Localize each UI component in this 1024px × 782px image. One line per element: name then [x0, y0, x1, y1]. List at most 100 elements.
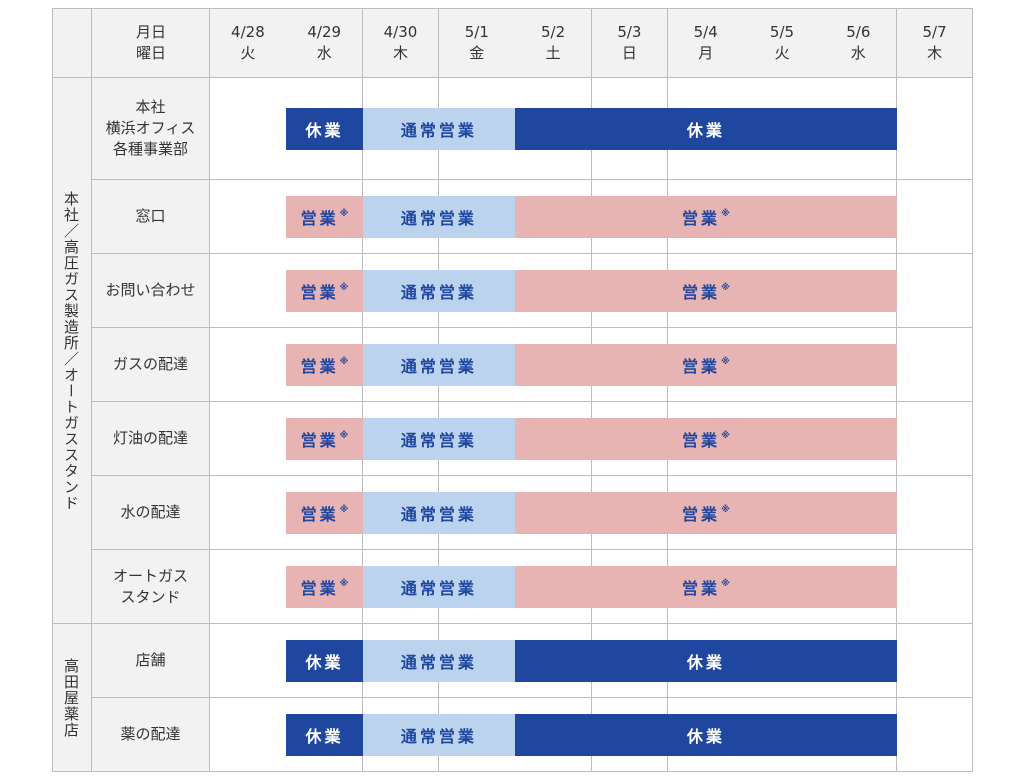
- date-label: 5/1: [464, 22, 489, 41]
- weekday-label: 火: [240, 43, 256, 62]
- status-note-mark: ※: [339, 431, 349, 441]
- status-note-mark: ※: [721, 579, 730, 589]
- row-label: 本社 横浜オフィス 各種事業部: [92, 78, 210, 180]
- date-label: 5/3: [617, 22, 642, 41]
- status-bar-normal: 通常営業: [362, 270, 516, 312]
- status-text: 通常営業: [400, 283, 477, 302]
- status-bar-normal: 通常営業: [362, 714, 516, 756]
- status-bar-open: 営業 ※: [515, 344, 897, 386]
- status-bar-normal: 通常営業: [362, 196, 516, 238]
- status-text: 営業: [300, 431, 339, 450]
- status-text: 通常営業: [400, 121, 477, 140]
- weekday-label: 水: [316, 43, 332, 62]
- status-note-mark: ※: [339, 357, 349, 367]
- row-label: オートガス スタンド: [92, 550, 210, 624]
- weekday-label: 土: [545, 43, 561, 62]
- group-label-1: 高田屋薬店: [52, 624, 92, 772]
- status-text: 通常営業: [400, 209, 477, 228]
- day-cell: [210, 698, 287, 772]
- day-cell: [210, 476, 287, 550]
- status-text: 営業: [300, 505, 339, 524]
- status-text: 休業: [305, 121, 344, 140]
- status-note-mark: ※: [339, 505, 349, 515]
- status-text: 営業: [682, 357, 721, 376]
- row-label: 水の配達: [92, 476, 210, 550]
- status-note-mark: ※: [721, 209, 730, 219]
- row-label: お問い合わせ: [92, 254, 210, 328]
- weekday-label: 火: [774, 43, 790, 62]
- weekday-label: 木: [392, 43, 408, 62]
- header-date-5-2: 5/2 土: [515, 8, 592, 78]
- date-label: 4/29: [307, 22, 342, 41]
- status-text: 通常営業: [400, 727, 477, 746]
- status-bar-open: 営業 ※: [515, 196, 897, 238]
- row-label: 店舗: [92, 624, 210, 698]
- day-cell: [210, 78, 287, 180]
- status-bar-open: 営業 ※: [286, 344, 363, 386]
- header-date-4-29: 4/29 水: [286, 8, 364, 78]
- status-bar-normal: 通常営業: [362, 108, 516, 150]
- business-calendar-table: 月日 曜日 4/28 火 4/29 水 4/30 木 5/1 金 5/2 土 5/3 日 5/4 月 5/5 火 5…: [52, 8, 974, 772]
- status-text: 営業: [682, 579, 721, 598]
- date-label: 4/28: [231, 22, 265, 41]
- weekday-label: 水: [850, 43, 866, 62]
- group-label-0: 本社／高圧ガス製造所／オートガススタンド: [52, 78, 92, 624]
- status-bar-normal: 通常営業: [362, 418, 516, 460]
- day-cell: [896, 550, 974, 624]
- corner-labels: 月日 曜日: [92, 8, 210, 78]
- weekday-label: 金: [469, 43, 485, 62]
- status-note-mark: ※: [721, 431, 730, 441]
- status-text: 営業: [300, 209, 339, 228]
- status-bar-open: 営業 ※: [286, 492, 363, 534]
- header-date-4-28: 4/28 火: [210, 8, 287, 78]
- status-text: 営業: [682, 431, 721, 450]
- status-text: 休業: [686, 653, 725, 672]
- status-text: 営業: [300, 357, 339, 376]
- status-bar-open: 営業 ※: [286, 566, 363, 608]
- header-date-5-4: 5/4 月: [667, 8, 745, 78]
- status-bar-closed: 休業: [286, 640, 363, 682]
- day-cell: [896, 78, 974, 180]
- status-bar-open: 営業 ※: [515, 270, 897, 312]
- status-bar-closed: 休業: [515, 640, 897, 682]
- date-label: 5/7: [922, 22, 947, 41]
- status-bar-normal: 通常営業: [362, 492, 516, 534]
- status-bar-closed: 休業: [515, 714, 897, 756]
- status-text: 営業: [682, 209, 721, 228]
- status-bar-closed: 休業: [286, 108, 363, 150]
- day-cell: [210, 254, 287, 328]
- date-label: 5/5: [769, 22, 795, 41]
- status-text: 通常営業: [400, 505, 477, 524]
- corner-weekday-label: 曜日: [135, 44, 166, 62]
- status-text: 休業: [686, 727, 725, 746]
- day-cell: [896, 624, 974, 698]
- corner-month-day-label: 月日: [135, 23, 166, 41]
- day-cell: [210, 180, 287, 254]
- day-cell: [210, 328, 287, 402]
- corner-col0: [52, 8, 92, 78]
- row-label: 窓口: [92, 180, 210, 254]
- header-corner: 月日 曜日: [52, 8, 210, 78]
- header-date-5-3: 5/3 日: [591, 8, 669, 78]
- day-cell: [896, 180, 974, 254]
- status-text: 営業: [300, 579, 339, 598]
- status-text: 休業: [305, 653, 344, 672]
- weekday-label: 日: [621, 43, 637, 62]
- status-note-mark: ※: [339, 579, 349, 589]
- row-label: 薬の配達: [92, 698, 210, 772]
- status-note-mark: ※: [721, 283, 730, 293]
- header-date-5-6: 5/6 水: [820, 8, 898, 78]
- header-date-5-1: 5/1 金: [438, 8, 516, 78]
- status-text: 営業: [300, 283, 339, 302]
- status-bar-open: 営業 ※: [515, 492, 897, 534]
- day-cell: [896, 328, 974, 402]
- date-label: 5/4: [693, 22, 718, 41]
- status-note-mark: ※: [339, 283, 349, 293]
- status-text: 通常営業: [400, 431, 477, 450]
- status-text: 通常営業: [400, 357, 477, 376]
- status-text: 通常営業: [400, 653, 477, 672]
- status-text: 休業: [686, 121, 725, 140]
- status-text: 営業: [682, 505, 721, 524]
- status-bar-open: 営業 ※: [515, 566, 897, 608]
- day-cell: [210, 402, 287, 476]
